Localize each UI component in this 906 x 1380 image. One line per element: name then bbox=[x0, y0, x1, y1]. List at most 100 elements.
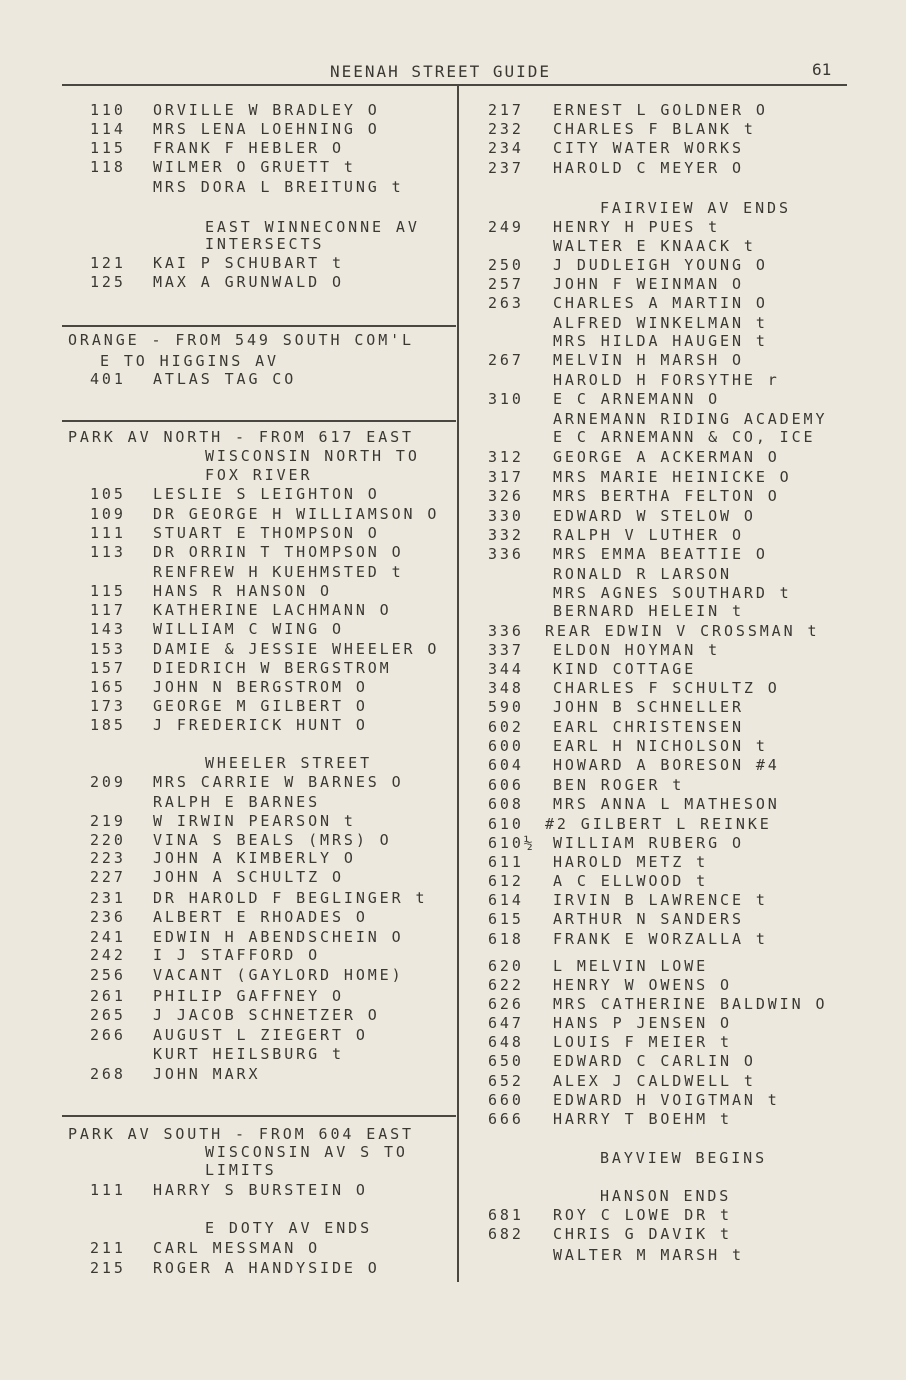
house-number: 249 bbox=[488, 218, 524, 236]
section-rule bbox=[62, 1115, 456, 1117]
street-heading: PARK AV SOUTH - FROM 604 EAST bbox=[68, 1125, 414, 1143]
house-number: 143 bbox=[90, 620, 126, 638]
resident-name: CHARLES F BLANK t bbox=[553, 120, 756, 138]
resident-name: JOHN A SCHULTZ O bbox=[153, 868, 344, 886]
house-number: 348 bbox=[488, 679, 524, 697]
house-number: 332 bbox=[488, 526, 524, 544]
section-note: WHEELER STREET bbox=[205, 754, 373, 772]
resident-name: WILLIAM RUBERG O bbox=[553, 834, 744, 852]
house-number: 231 bbox=[90, 889, 126, 907]
section-note: WISCONSIN NORTH TO bbox=[205, 447, 420, 465]
resident-name: RALPH E BARNES bbox=[153, 793, 321, 811]
house-number: 242 bbox=[90, 946, 126, 964]
house-number: 113 bbox=[90, 543, 126, 561]
house-number: 330 bbox=[488, 507, 524, 525]
house-number: 608 bbox=[488, 795, 524, 813]
resident-name: MRS ANNA L MATHESON bbox=[553, 795, 780, 813]
house-number: 157 bbox=[90, 659, 126, 677]
resident-name: MRS MARIE HEINICKE O bbox=[553, 468, 792, 486]
resident-name: HENRY W OWENS O bbox=[553, 976, 732, 994]
house-number: 401 bbox=[90, 370, 126, 388]
house-number: 215 bbox=[90, 1259, 126, 1277]
resident-name: JOHN F WEINMAN O bbox=[553, 275, 744, 293]
resident-name: AUGUST L ZIEGERT O bbox=[153, 1026, 368, 1044]
resident-name: STUART E THOMPSON O bbox=[153, 524, 380, 542]
resident-name: HENRY H PUES t bbox=[553, 218, 721, 236]
house-number: 612 bbox=[488, 872, 524, 890]
house-number: 241 bbox=[90, 928, 126, 946]
resident-name: RALPH V LUTHER O bbox=[553, 526, 744, 544]
resident-name: LESLIE S LEIGHTON O bbox=[153, 485, 380, 503]
house-number: 590 bbox=[488, 698, 524, 716]
resident-name: ERNEST L GOLDNER O bbox=[553, 101, 768, 119]
house-number: 336 bbox=[488, 545, 524, 563]
house-number: 622 bbox=[488, 976, 524, 994]
resident-name: HAROLD METZ t bbox=[553, 853, 709, 871]
resident-name: I J STAFFORD O bbox=[153, 946, 321, 964]
resident-name: DR GEORGE H WILLIAMSON O bbox=[153, 505, 440, 523]
resident-name: J JACOB SCHNETZER O bbox=[153, 1006, 380, 1024]
house-number: 344 bbox=[488, 660, 524, 678]
resident-name: WILMER O GRUETT t bbox=[153, 158, 356, 176]
resident-name: RENFREW H KUEHMSTED t bbox=[153, 563, 404, 581]
house-number: 650 bbox=[488, 1052, 524, 1070]
house-number: 614 bbox=[488, 891, 524, 909]
resident-name: MRS HILDA HAUGEN t bbox=[553, 332, 768, 350]
house-number: 604 bbox=[488, 756, 524, 774]
house-number: 217 bbox=[488, 101, 524, 119]
resident-name: ALBERT E RHOADES O bbox=[153, 908, 368, 926]
house-number: 220 bbox=[90, 831, 126, 849]
house-number: 111 bbox=[90, 1181, 126, 1199]
resident-name: #2 GILBERT L REINKE bbox=[545, 815, 772, 833]
resident-name: GEORGE A ACKERMAN O bbox=[553, 448, 780, 466]
house-number: 250 bbox=[488, 256, 524, 274]
resident-name: W IRWIN PEARSON t bbox=[153, 812, 356, 830]
house-number: 611 bbox=[488, 853, 524, 871]
house-number: 109 bbox=[90, 505, 126, 523]
resident-name: VINA S BEALS (MRS) O bbox=[153, 831, 392, 849]
house-number: 312 bbox=[488, 448, 524, 466]
resident-name: JOHN N BERGSTROM O bbox=[153, 678, 368, 696]
resident-name: WALTER M MARSH t bbox=[553, 1246, 744, 1264]
street-heading: ORANGE - FROM 549 SOUTH COM'L bbox=[68, 331, 414, 349]
section-note: HANSON ENDS bbox=[600, 1187, 732, 1205]
resident-name: KURT HEILSBURG t bbox=[153, 1045, 344, 1063]
resident-name: EDWARD W STELOW O bbox=[553, 507, 756, 525]
section-note: INTERSECTS bbox=[205, 235, 325, 253]
resident-name: CHRIS G DAVIK t bbox=[553, 1225, 732, 1243]
resident-name: FRANK F HEBLER O bbox=[153, 139, 344, 157]
resident-name: EARL H NICHOLSON t bbox=[553, 737, 768, 755]
resident-name: A C ELLWOOD t bbox=[553, 872, 709, 890]
house-number: 600 bbox=[488, 737, 524, 755]
house-number: 647 bbox=[488, 1014, 524, 1032]
resident-name: KAI P SCHUBART t bbox=[153, 254, 344, 272]
resident-name: ALFRED WINKELMAN t bbox=[553, 314, 768, 332]
resident-name: GEORGE M GILBERT O bbox=[153, 697, 368, 715]
house-number: 256 bbox=[90, 966, 126, 984]
resident-name: HARRY T BOEHM t bbox=[553, 1110, 732, 1128]
house-number: 267 bbox=[488, 351, 524, 369]
resident-name: ROY C LOWE DR t bbox=[553, 1206, 732, 1224]
resident-name: ATLAS TAG CO bbox=[153, 370, 297, 388]
house-number: 317 bbox=[488, 468, 524, 486]
resident-name: ARTHUR N SANDERS bbox=[553, 910, 744, 928]
resident-name: CITY WATER WORKS bbox=[553, 139, 744, 157]
resident-name: CARL MESSMAN O bbox=[153, 1239, 321, 1257]
house-number: 118 bbox=[90, 158, 126, 176]
house-number: 185 bbox=[90, 716, 126, 734]
resident-name: EDWARD H VOIGTMAN t bbox=[553, 1091, 780, 1109]
resident-name: L MELVIN LOWE bbox=[553, 957, 709, 975]
resident-name: J FREDERICK HUNT O bbox=[153, 716, 368, 734]
resident-name: MRS BERTHA FELTON O bbox=[553, 487, 780, 505]
resident-name: DR HAROLD F BEGLINGER t bbox=[153, 889, 428, 907]
section-note: WISCONSIN AV S TO bbox=[205, 1143, 408, 1161]
resident-name: HARRY S BURSTEIN O bbox=[153, 1181, 368, 1199]
street-heading: PARK AV NORTH - FROM 617 EAST bbox=[68, 428, 414, 446]
house-number: 211 bbox=[90, 1239, 126, 1257]
resident-name: DIEDRICH W BERGSTROM bbox=[153, 659, 392, 677]
house-number: 268 bbox=[90, 1065, 126, 1083]
resident-name: REAR EDWIN V CROSSMAN t bbox=[545, 622, 820, 640]
house-number: 121 bbox=[90, 254, 126, 272]
resident-name: RONALD R LARSON bbox=[553, 565, 732, 583]
house-number: 618 bbox=[488, 930, 524, 948]
